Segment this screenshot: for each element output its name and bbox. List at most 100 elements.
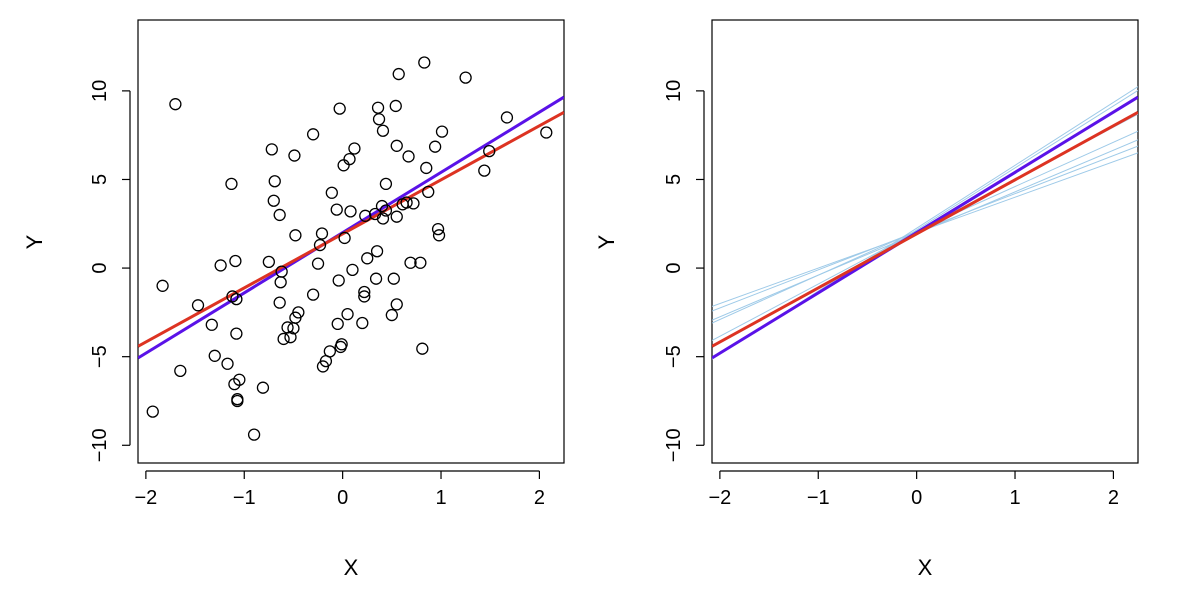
data-point (343, 152, 356, 166)
plot-frame (711, 19, 1139, 464)
data-point (358, 285, 371, 299)
x-tick-label: 1 (435, 487, 446, 509)
y-tick-label: 0 (89, 263, 111, 274)
data-point (205, 318, 218, 331)
data-point (273, 296, 286, 309)
data-point (333, 102, 346, 115)
data-point (288, 149, 301, 162)
data-point (400, 196, 413, 209)
data-point (226, 290, 239, 303)
population-line (138, 95, 564, 360)
data-point (356, 316, 369, 330)
data-point (214, 259, 227, 272)
data-point (358, 290, 371, 303)
least-squares-line (712, 110, 1138, 348)
y-tick-label: 5 (663, 174, 685, 185)
data-point (387, 272, 400, 285)
data-point (323, 345, 336, 358)
data-point (191, 299, 205, 312)
data-point (315, 227, 329, 240)
data-point (335, 338, 348, 351)
x-tick-label: 1 (1009, 487, 1020, 509)
x-axis: −2 −1 0 1 2 (134, 470, 545, 509)
data-point (156, 279, 169, 292)
y-tick-label: −5 (663, 345, 685, 368)
x-axis-title: X (344, 555, 359, 580)
least-squares-line (138, 110, 564, 348)
data-point (267, 194, 280, 207)
data-point (407, 197, 420, 210)
x-tick-label: 2 (534, 487, 545, 509)
x-tick-label: −2 (708, 487, 731, 509)
y-axis-title: Y (594, 234, 619, 249)
data-point (268, 175, 281, 188)
x-axis-title: X (918, 555, 933, 580)
x-tick-label: −2 (134, 487, 157, 509)
data-point (313, 238, 327, 252)
data-point (376, 212, 390, 225)
data-point (370, 245, 384, 258)
data-point (344, 205, 357, 218)
data-point (389, 99, 402, 113)
data-point (262, 255, 275, 269)
data-point (284, 331, 297, 344)
data-point (375, 199, 389, 213)
data-points (146, 56, 553, 441)
data-point (428, 140, 442, 153)
data-point (435, 125, 449, 138)
data-point (208, 349, 221, 362)
data-point (369, 272, 383, 285)
data-point (483, 144, 496, 158)
data-point (256, 381, 270, 394)
x-tick-label: 2 (1108, 487, 1119, 509)
data-point (225, 177, 238, 191)
data-point (169, 98, 182, 111)
data-point (338, 231, 351, 245)
x-tick-label: −1 (233, 487, 256, 509)
y-tick-label: −5 (89, 345, 111, 368)
data-point (275, 265, 288, 278)
y-tick-label: 5 (89, 174, 111, 185)
population-line (712, 95, 1138, 360)
data-point (459, 71, 472, 84)
data-point (230, 327, 243, 340)
y-tick-label: 0 (663, 263, 685, 274)
y-tick-label: −10 (89, 428, 111, 462)
data-point (379, 204, 393, 217)
plot-frame (137, 19, 565, 464)
data-point (231, 394, 244, 408)
data-point (392, 67, 405, 81)
data-point (273, 208, 286, 222)
data-point (306, 128, 320, 141)
data-point (372, 113, 386, 126)
data-point (390, 210, 403, 223)
data-point (174, 364, 187, 378)
data-point (289, 229, 302, 242)
data-point (274, 276, 287, 289)
data-point (371, 101, 385, 114)
data-point (346, 263, 359, 277)
y-tick-label: −10 (663, 428, 685, 462)
data-point (221, 357, 234, 370)
data-point (418, 56, 431, 69)
data-point (414, 256, 427, 269)
data-point (390, 139, 403, 152)
data-point (431, 222, 445, 236)
data-point (500, 111, 514, 124)
y-tick-label: 10 (663, 80, 685, 102)
data-point (233, 373, 246, 386)
data-point (229, 254, 242, 268)
x-tick-label: −1 (807, 487, 830, 509)
data-point (359, 209, 372, 222)
x-axis: −2 −1 0 1 2 (708, 470, 1119, 509)
data-point (247, 428, 261, 441)
data-point (422, 185, 435, 199)
data-point (540, 126, 553, 139)
data-point (146, 405, 159, 418)
y-axis: −10 −5 0 5 10 (89, 80, 131, 462)
